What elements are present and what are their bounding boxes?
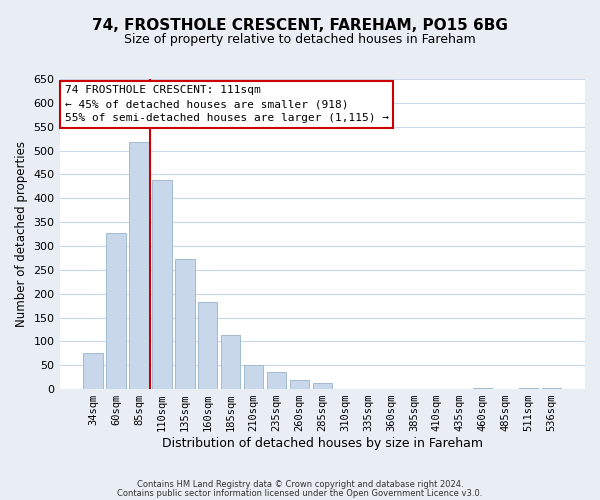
Bar	[129, 142, 149, 389]
Text: Contains public sector information licensed under the Open Government Licence v3: Contains public sector information licen…	[118, 488, 482, 498]
Bar	[244, 365, 263, 389]
Bar	[290, 380, 309, 389]
Bar	[175, 260, 194, 389]
Bar	[473, 388, 493, 389]
Bar	[221, 335, 241, 389]
X-axis label: Distribution of detached houses by size in Fareham: Distribution of detached houses by size …	[162, 437, 483, 450]
Bar	[542, 388, 561, 389]
Bar	[106, 232, 126, 389]
Bar	[267, 372, 286, 389]
Bar	[152, 180, 172, 389]
Text: 74 FROSTHOLE CRESCENT: 111sqm
← 45% of detached houses are smaller (918)
55% of : 74 FROSTHOLE CRESCENT: 111sqm ← 45% of d…	[65, 85, 389, 123]
Text: Contains HM Land Registry data © Crown copyright and database right 2024.: Contains HM Land Registry data © Crown c…	[137, 480, 463, 489]
Bar	[519, 388, 538, 389]
Bar	[83, 354, 103, 389]
Text: 74, FROSTHOLE CRESCENT, FAREHAM, PO15 6BG: 74, FROSTHOLE CRESCENT, FAREHAM, PO15 6B…	[92, 18, 508, 32]
Bar	[198, 302, 217, 389]
Text: Size of property relative to detached houses in Fareham: Size of property relative to detached ho…	[124, 32, 476, 46]
Y-axis label: Number of detached properties: Number of detached properties	[15, 141, 28, 327]
Bar	[313, 383, 332, 389]
